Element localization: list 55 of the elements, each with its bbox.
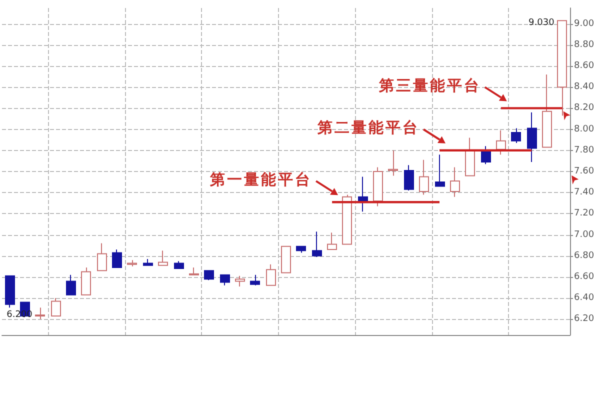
candlestick (158, 250, 168, 266)
candlestick (235, 275, 245, 287)
y-tick-label: 9.00 (574, 18, 594, 29)
candlestick (66, 274, 76, 296)
y-tick-label: 7.80 (574, 145, 594, 156)
candlestick (250, 274, 260, 286)
candlestick (542, 74, 552, 148)
candlestick (465, 137, 475, 176)
annotation: 6.200 (6, 310, 32, 320)
candlestick (404, 164, 414, 191)
candlestick (527, 112, 537, 163)
annotation: 第三量能平台 (378, 76, 481, 96)
y-tick-label: 8.00 (574, 124, 594, 134)
candlestick (112, 249, 122, 268)
y-tick-label: 7.60 (574, 166, 594, 176)
y-tick-label: 6.40 (574, 293, 594, 304)
candlestick (266, 264, 276, 286)
candlestick (220, 274, 230, 286)
y-tick-label: 7.00 (574, 230, 594, 240)
candlestick (511, 128, 521, 144)
y-tick-label: 6.20 (574, 314, 594, 324)
candlestick (174, 260, 184, 270)
candlestick (127, 260, 137, 267)
candlestick (388, 150, 398, 176)
y-tick-label: 7.20 (574, 208, 594, 219)
y-tick-label: 6.60 (574, 272, 594, 282)
candlestick (51, 298, 61, 317)
candlestick (342, 194, 352, 245)
candlestick (281, 246, 291, 274)
candlestick (5, 275, 15, 308)
candlestick (327, 232, 337, 250)
y-tick-label: 8.60 (574, 61, 594, 72)
candlestick (97, 242, 107, 272)
annotation: 第一量能平台 (210, 170, 312, 190)
candlestick (496, 130, 506, 156)
annotation: 第二量能平台 (318, 118, 420, 138)
candlestick (35, 307, 45, 320)
candlestick (557, 20, 567, 116)
candlestick (419, 159, 429, 196)
candlestick (189, 266, 199, 276)
y-tick-label: 8.20 (574, 103, 594, 114)
y-tick-label: 7.40 (574, 188, 594, 198)
candlestick (450, 166, 460, 198)
candlestick (312, 231, 322, 258)
y-tick-label: 8.80 (574, 40, 594, 50)
candlestick (204, 270, 214, 281)
candlestick (143, 258, 153, 266)
candlestick (373, 166, 383, 207)
y-tick-label: 8.40 (574, 82, 594, 92)
candlestick (481, 146, 491, 165)
annotation: 9.030 (528, 18, 554, 28)
candlestick (435, 154, 445, 187)
candlestick (81, 266, 91, 296)
y-tick-label: 6.80 (574, 250, 594, 261)
candlestick (296, 246, 306, 254)
